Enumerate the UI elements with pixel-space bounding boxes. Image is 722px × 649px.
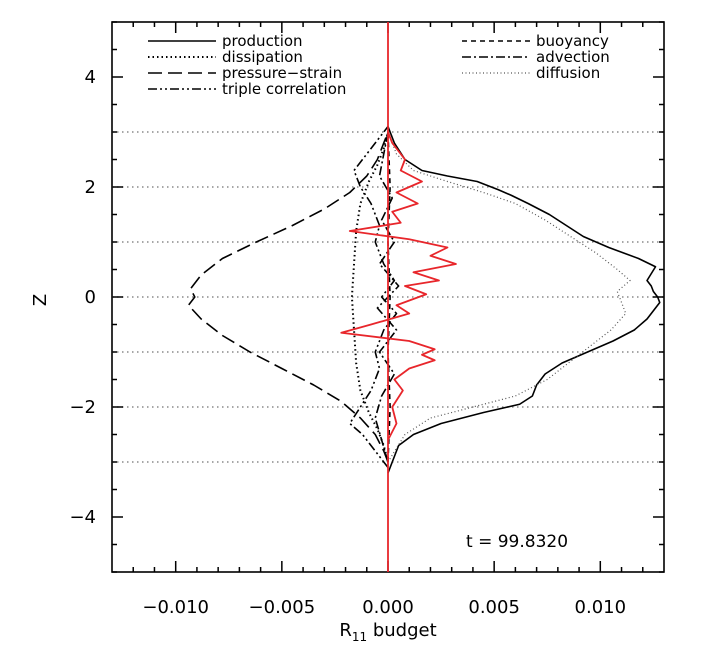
series-advection-line xyxy=(374,131,400,463)
x-axis-title-rest: budget xyxy=(367,620,437,641)
y-tick-label-1: −2 xyxy=(69,397,96,418)
time-annotation: t = 99.8320 xyxy=(466,532,568,552)
legend: productiondissipationpressure−straintrip… xyxy=(148,32,610,98)
y-tick-label-4: 4 xyxy=(85,67,96,88)
series-dissipation-line xyxy=(350,131,389,463)
legend-label-left-3: triple correlation xyxy=(222,80,346,98)
series-red-total-line xyxy=(340,131,457,441)
legend-label-right-1: advection xyxy=(536,48,610,66)
y-tick-labels: −4 −2 0 2 4 xyxy=(69,67,96,528)
x-axis-title-main: R xyxy=(339,620,352,641)
x-tick-labels: −0.010 −0.005 0.000 0.005 0.010 xyxy=(142,597,626,618)
series-buoyancy-line xyxy=(387,131,391,463)
series-production-line xyxy=(387,126,661,474)
x-tick-label-2: 0.000 xyxy=(362,597,414,618)
legend-label-left-2: pressure−strain xyxy=(222,64,342,82)
x-tick-label-0: −0.010 xyxy=(142,597,209,618)
y-tick-label-0: −4 xyxy=(69,507,96,528)
y-tick-label-3: 2 xyxy=(85,177,96,198)
legend-label-right-0: buoyancy xyxy=(536,32,609,50)
x-tick-label-1: −0.005 xyxy=(249,597,316,618)
x-tick-label-4: 0.010 xyxy=(575,597,627,618)
y-axis-title: Z xyxy=(30,294,51,306)
x-axis-title: R11 budget xyxy=(339,620,436,644)
legend-label-left-1: dissipation xyxy=(222,48,303,66)
series-pressure-strain-line xyxy=(187,131,389,463)
x-axis-title-sub: 11 xyxy=(352,630,367,644)
x-tick-label-3: 0.005 xyxy=(468,597,520,618)
y-tick-label-2: 0 xyxy=(85,287,96,308)
series-lines xyxy=(187,126,661,474)
legend-label-right-2: diffusion xyxy=(536,64,600,82)
series-triple-correlation-line xyxy=(348,126,398,468)
legend-label-left-0: production xyxy=(222,32,303,50)
series-diffusion-line xyxy=(387,131,631,463)
